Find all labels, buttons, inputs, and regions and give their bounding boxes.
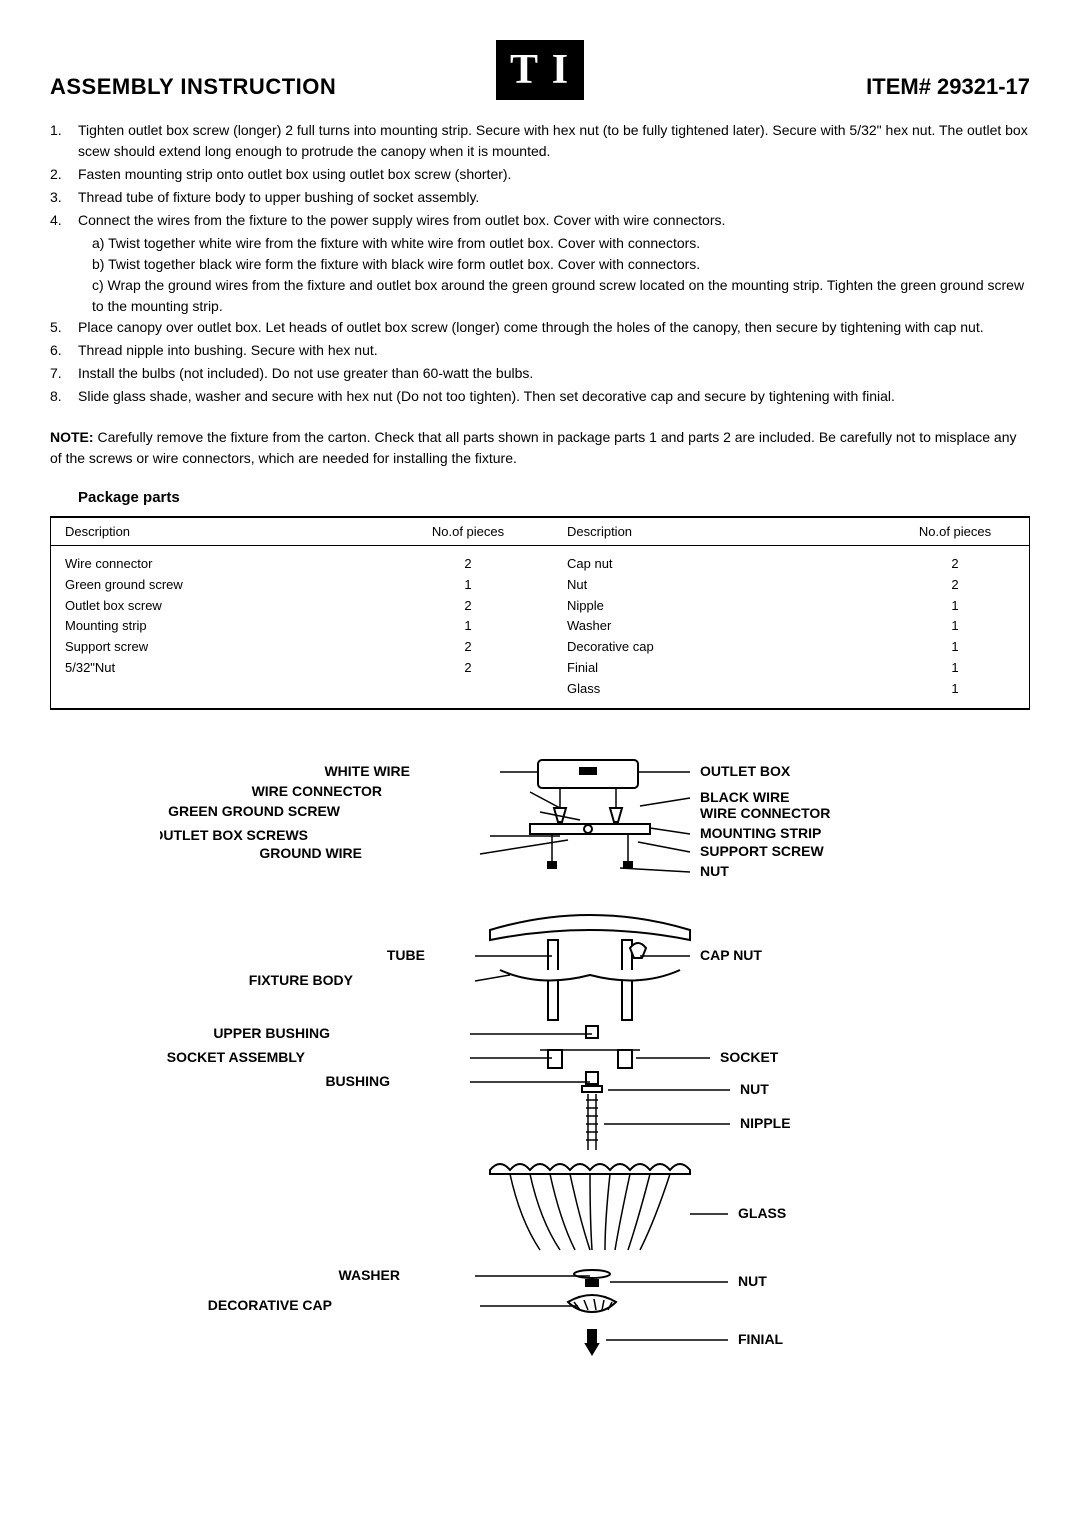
parts-left-desc: Wire connectorGreen ground screwOutlet b…	[51, 546, 389, 708]
col-header-desc: Description	[51, 518, 389, 545]
instruction-list: 1.Tighten outlet box screw (longer) 2 fu…	[50, 120, 1030, 407]
diagram-label: NUT	[740, 1081, 769, 1097]
col-header-qty: No.of pieces	[881, 518, 1029, 545]
col-header-desc: Description	[547, 518, 881, 545]
diagram-label: NIPPLE	[740, 1115, 791, 1131]
diagram-label: GROUND WIRE	[259, 845, 362, 861]
diagram-label: OUTLET BOX SCREWS	[160, 827, 308, 843]
diagram-label: DECORATIVE CAP	[208, 1297, 332, 1313]
instruction-item: 6.Thread nipple into bushing. Secure wit…	[50, 340, 1030, 361]
parts-left-qty: 212122	[389, 546, 547, 708]
diagram-label: BUSHING	[325, 1073, 390, 1089]
diagram-label: WIRE CONNECTOR	[700, 805, 830, 821]
diagram-label: SOCKET	[720, 1049, 779, 1065]
diagram-label: NUT	[700, 863, 729, 879]
instruction-item: 4.Connect the wires from the fixture to …	[50, 210, 1030, 231]
instruction-item: 5.Place canopy over outlet box. Let head…	[50, 317, 1030, 338]
diagram-label: FIXTURE BODY	[249, 972, 354, 988]
diagram-label: GREEN GROUND SCREW	[168, 803, 341, 819]
brand-logo: T I	[496, 40, 584, 100]
package-parts-table: Description No.of pieces Description No.…	[50, 516, 1030, 710]
diagram-label: TUBE	[387, 947, 425, 963]
item-number: ITEM# 29321-17	[604, 74, 1030, 100]
instruction-item: 7.Install the bulbs (not included). Do n…	[50, 363, 1030, 384]
diagram-label: CAP NUT	[700, 947, 762, 963]
diagram-svg: WHITE WIRE WIRE CONNECTOR GREEN GROUND SCR…	[160, 740, 920, 1380]
diagram-label: WHITE WIRE	[324, 763, 410, 779]
diagram-label: MOUNTING STRIP	[700, 825, 821, 841]
instruction-item: 8.Slide glass shade, washer and secure w…	[50, 386, 1030, 407]
parts-right-qty: 2211111	[881, 546, 1029, 708]
note-label: NOTE:	[50, 429, 94, 445]
diagram-label: BLACK WIRE	[700, 789, 789, 805]
diagram-label: FINIAL	[738, 1331, 784, 1347]
instruction-item: a) Twist together white wire from the fi…	[50, 233, 1030, 254]
page-title: ASSEMBLY INSTRUCTION	[50, 74, 476, 100]
note: NOTE: Carefully remove the fixture from …	[50, 427, 1030, 469]
diagram-label: UPPER BUSHING	[213, 1025, 330, 1041]
diagram-label: WASHER	[339, 1267, 400, 1283]
instruction-item: c) Wrap the ground wires from the fixtur…	[50, 275, 1030, 317]
diagram-label: SOCKET ASSEMBLY	[167, 1049, 306, 1065]
diagram-label: WIRE CONNECTOR	[252, 783, 382, 799]
diagram-label: GLASS	[738, 1205, 786, 1221]
instruction-item: 1.Tighten outlet box screw (longer) 2 fu…	[50, 120, 1030, 162]
header: ASSEMBLY INSTRUCTION T I ITEM# 29321-17	[50, 40, 1030, 100]
parts-right-desc: Cap nutNutNippleWasherDecorative capFini…	[547, 546, 881, 708]
note-text: Carefully remove the fixture from the ca…	[50, 429, 1016, 466]
diagram-label: SUPPORT SCREW	[700, 843, 824, 859]
assembly-diagram: WHITE WIRE WIRE CONNECTOR GREEN GROUND SCR…	[50, 740, 1030, 1385]
instruction-item: 2.Fasten mounting strip onto outlet box …	[50, 164, 1030, 185]
package-parts-title: Package parts	[78, 489, 1030, 506]
instruction-item: b) Twist together black wire form the fi…	[50, 254, 1030, 275]
table-header: Description No.of pieces Description No.…	[51, 518, 1029, 546]
diagram-label: OUTLET BOX	[700, 763, 791, 779]
instruction-item: 3.Thread tube of fixture body to upper b…	[50, 187, 1030, 208]
col-header-qty: No.of pieces	[389, 518, 547, 545]
diagram-label: NUT	[738, 1273, 767, 1289]
